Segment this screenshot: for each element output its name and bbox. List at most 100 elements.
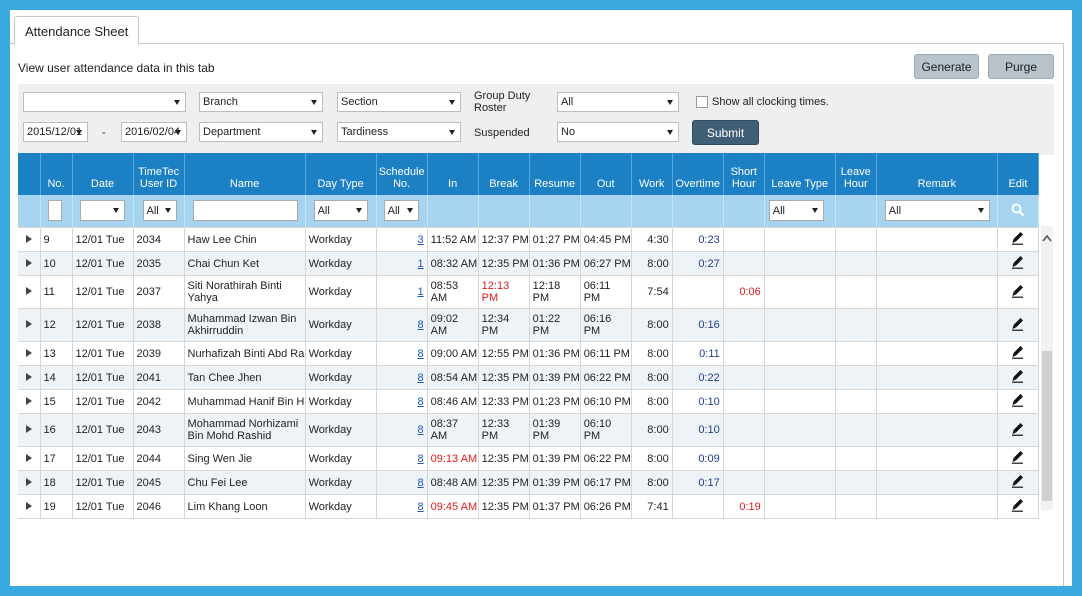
- edit-cell[interactable]: [997, 275, 1040, 309]
- expand-cell[interactable]: [18, 389, 41, 414]
- col-resume[interactable]: Resume: [529, 153, 581, 195]
- pencil-icon[interactable]: [1011, 369, 1024, 383]
- expand-triangle-icon[interactable]: [25, 501, 32, 510]
- col-out[interactable]: Out: [580, 153, 632, 195]
- schedule-no-value[interactable]: 1: [417, 286, 424, 298]
- expand-triangle-icon[interactable]: [25, 320, 32, 328]
- schedule-no-cell[interactable]: 8: [376, 341, 428, 366]
- expand-cell[interactable]: [18, 413, 41, 447]
- table-row[interactable]: 17 12/01 Tue 2044 Sing Wen Jie Workday 8 09:13…: [18, 446, 1040, 471]
- edit-cell[interactable]: [997, 227, 1040, 252]
- expand-cell[interactable]: [18, 470, 41, 495]
- expand-triangle-icon[interactable]: [25, 477, 32, 486]
- table-row[interactable]: 15 12/01 Tue 2042 Muhammad Hanif Bin HasanW…: [18, 389, 1040, 414]
- col-remark[interactable]: Remark: [876, 153, 998, 195]
- day-type-filter-select[interactable]: All: [313, 200, 368, 221]
- show-all-clocking-checkbox[interactable]: [696, 96, 708, 108]
- pencil-icon[interactable]: [1011, 450, 1024, 464]
- col-leave-hour[interactable]: Leave Hour: [835, 153, 877, 195]
- table-row[interactable]: 16 12/01 Tue 2043 Mohammad Norhizami Bin Mo…: [18, 413, 1040, 447]
- expand-triangle-icon[interactable]: [25, 372, 32, 381]
- pencil-icon[interactable]: [1011, 255, 1024, 269]
- pencil-icon[interactable]: [1011, 393, 1024, 407]
- table-row[interactable]: 18 12/01 Tue 2045 Chu Fei Lee Workday 8 08:48 …: [18, 470, 1040, 495]
- edit-cell[interactable]: [997, 389, 1040, 414]
- department-select[interactable]: Department: [199, 122, 323, 142]
- table-row[interactable]: 19 12/01 Tue 2046 Lim Khang Loon Workday 8 09:…: [18, 494, 1040, 519]
- expand-cell[interactable]: [18, 275, 41, 309]
- col-date[interactable]: Date: [72, 153, 134, 195]
- expand-cell[interactable]: [18, 446, 41, 471]
- schedule-no-value[interactable]: 1: [417, 257, 424, 270]
- no-filter-input[interactable]: [47, 200, 62, 221]
- schedule-filter-select[interactable]: All: [383, 200, 419, 221]
- col-short-hour[interactable]: Short Hour: [723, 153, 765, 195]
- schedule-no-value[interactable]: 8: [417, 371, 424, 384]
- schedule-no-value[interactable]: 3: [417, 233, 424, 246]
- pencil-icon[interactable]: [1011, 284, 1024, 298]
- section-select[interactable]: Section: [337, 92, 461, 112]
- schedule-no-cell[interactable]: 1: [376, 275, 428, 309]
- schedule-no-value[interactable]: 8: [417, 500, 424, 513]
- schedule-no-cell[interactable]: 8: [376, 413, 428, 447]
- tardiness-select[interactable]: Tardiness: [337, 122, 461, 142]
- col-user-id[interactable]: TimeTec User ID: [133, 153, 185, 195]
- expand-triangle-icon[interactable]: [25, 453, 32, 462]
- expand-cell[interactable]: [18, 308, 41, 342]
- expand-triangle-icon[interactable]: [25, 234, 32, 243]
- tab-attendance-sheet[interactable]: Attendance Sheet: [14, 16, 140, 45]
- table-row[interactable]: 9 12/01 Tue 2034 Haw Lee Chin Workday 3 11:52 …: [18, 227, 1040, 252]
- schedule-no-value[interactable]: 8: [417, 319, 424, 331]
- schedule-no-cell[interactable]: 8: [376, 446, 428, 471]
- schedule-no-cell[interactable]: 8: [376, 470, 428, 495]
- edit-cell[interactable]: [997, 365, 1040, 390]
- schedule-no-value[interactable]: 8: [417, 395, 424, 408]
- schedule-no-cell[interactable]: 8: [376, 308, 428, 342]
- expand-triangle-icon[interactable]: [25, 396, 32, 405]
- pencil-icon[interactable]: [1011, 498, 1024, 512]
- user-select[interactable]: [23, 92, 186, 112]
- date-filter-select[interactable]: [79, 200, 125, 221]
- expand-triangle-icon[interactable]: [25, 287, 32, 295]
- table-row[interactable]: 11 12/01 Tue 2037 Siti Norathirah Binti Yah…: [18, 275, 1040, 309]
- col-no[interactable]: No.: [40, 153, 73, 195]
- col-schedule-no[interactable]: Schedule No.: [376, 153, 428, 195]
- col-leave-type[interactable]: Leave Type: [764, 153, 836, 195]
- group-duty-roster-select[interactable]: All: [557, 92, 679, 112]
- expand-triangle-icon[interactable]: [25, 258, 32, 267]
- branch-select[interactable]: Branch: [199, 92, 323, 112]
- expand-cell[interactable]: [18, 341, 41, 366]
- schedule-no-value[interactable]: 8: [417, 476, 424, 489]
- schedule-no-value[interactable]: 8: [417, 424, 424, 436]
- chevron-up-icon[interactable]: [1042, 234, 1052, 242]
- schedule-no-cell[interactable]: 1: [376, 251, 428, 276]
- purge-button[interactable]: Purge: [988, 54, 1054, 79]
- col-work[interactable]: Work: [631, 153, 673, 195]
- schedule-no-value[interactable]: 8: [417, 347, 424, 360]
- submit-button[interactable]: Submit: [692, 120, 759, 145]
- edit-cell[interactable]: [997, 494, 1040, 519]
- expand-cell[interactable]: [18, 494, 41, 519]
- expand-triangle-icon[interactable]: [25, 425, 32, 433]
- table-row[interactable]: 10 12/01 Tue 2035 Chai Chun Ket Workday 1 08:3…: [18, 251, 1040, 276]
- date-from-select[interactable]: 2015/12/01: [23, 122, 88, 142]
- suspended-select[interactable]: No: [557, 122, 679, 142]
- schedule-no-cell[interactable]: 8: [376, 365, 428, 390]
- col-overtime[interactable]: Overtime: [672, 153, 724, 195]
- search-icon[interactable]: [1011, 203, 1025, 217]
- name-filter-input[interactable]: [192, 200, 298, 221]
- col-name[interactable]: Name: [184, 153, 306, 195]
- pencil-icon[interactable]: [1011, 422, 1024, 436]
- expand-triangle-icon[interactable]: [25, 348, 32, 357]
- pencil-icon[interactable]: [1011, 231, 1024, 245]
- expand-cell[interactable]: [18, 365, 41, 390]
- edit-cell[interactable]: [997, 341, 1040, 366]
- schedule-no-value[interactable]: 8: [417, 452, 424, 465]
- edit-cell[interactable]: [997, 251, 1040, 276]
- col-in[interactable]: In: [427, 153, 479, 195]
- vertical-scrollbar[interactable]: [1041, 226, 1053, 510]
- expand-cell[interactable]: [18, 227, 41, 252]
- table-row[interactable]: 13 12/01 Tue 2039 Nurhafizah Binti Abd Rauf…: [18, 341, 1040, 366]
- pencil-icon[interactable]: [1011, 345, 1024, 359]
- edit-cell[interactable]: [997, 308, 1040, 342]
